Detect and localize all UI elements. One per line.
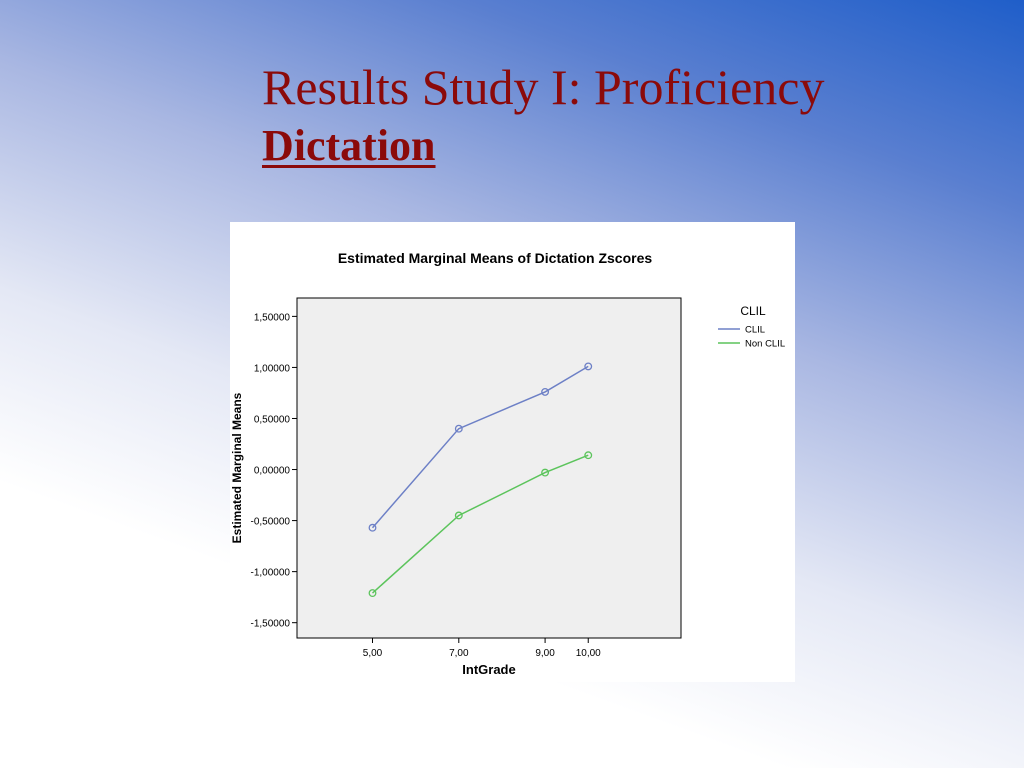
- y-tick-label: -1,50000: [251, 619, 291, 630]
- x-tick-label: 10,00: [576, 648, 601, 659]
- data-point: [584, 362, 593, 371]
- data-point: [454, 511, 463, 520]
- y-axis-label: Estimated Marginal Means: [230, 392, 244, 543]
- slide-title-line1: Results Study I: Proficiency: [262, 59, 825, 115]
- chart-title: Estimated Marginal Means of Dictation Zs…: [338, 250, 653, 266]
- x-tick-label: 9,00: [535, 648, 555, 659]
- slide-title-line2: Dictation: [262, 121, 436, 170]
- y-tick-label: 0,00000: [254, 466, 291, 477]
- x-axis-label: IntGrade: [462, 662, 515, 677]
- data-point: [454, 424, 463, 433]
- chart-panel: Estimated Marginal Means of Dictation Zs…: [230, 222, 795, 682]
- y-tick-label: 1,50000: [254, 312, 291, 323]
- y-tick-label: -1,00000: [251, 568, 291, 579]
- data-point: [541, 468, 550, 477]
- series-line-clil: [371, 365, 589, 529]
- data-point: [584, 451, 593, 460]
- series-group: [368, 362, 593, 598]
- legend-title: CLIL: [740, 304, 766, 318]
- data-point: [368, 523, 377, 532]
- x-axis: 5,00 7,00 9,00 10,00: [363, 638, 601, 659]
- y-axis: 1,50000 1,00000 0,50000 0,00000 -0,50000 -1,0…: [251, 312, 297, 630]
- data-point: [368, 589, 377, 598]
- x-tick-label: 5,00: [363, 648, 383, 659]
- legend: CLIL CLIL Non CLIL: [718, 304, 785, 350]
- y-tick-label: -0,50000: [251, 517, 291, 528]
- data-point: [541, 387, 550, 396]
- legend-item-label: Non CLIL: [745, 339, 785, 350]
- y-tick-label: 1,00000: [254, 363, 291, 374]
- y-tick-label: 0,50000: [254, 414, 291, 425]
- series-line-non-clil: [372, 454, 589, 594]
- plot-area: [296, 297, 682, 639]
- x-tick-label: 7,00: [449, 648, 469, 659]
- line-chart: Estimated Marginal Means of Dictation Zs…: [230, 250, 785, 677]
- legend-item-label: CLIL: [745, 325, 765, 336]
- slide-title: Results Study I: Proficiency Dictation: [262, 56, 982, 174]
